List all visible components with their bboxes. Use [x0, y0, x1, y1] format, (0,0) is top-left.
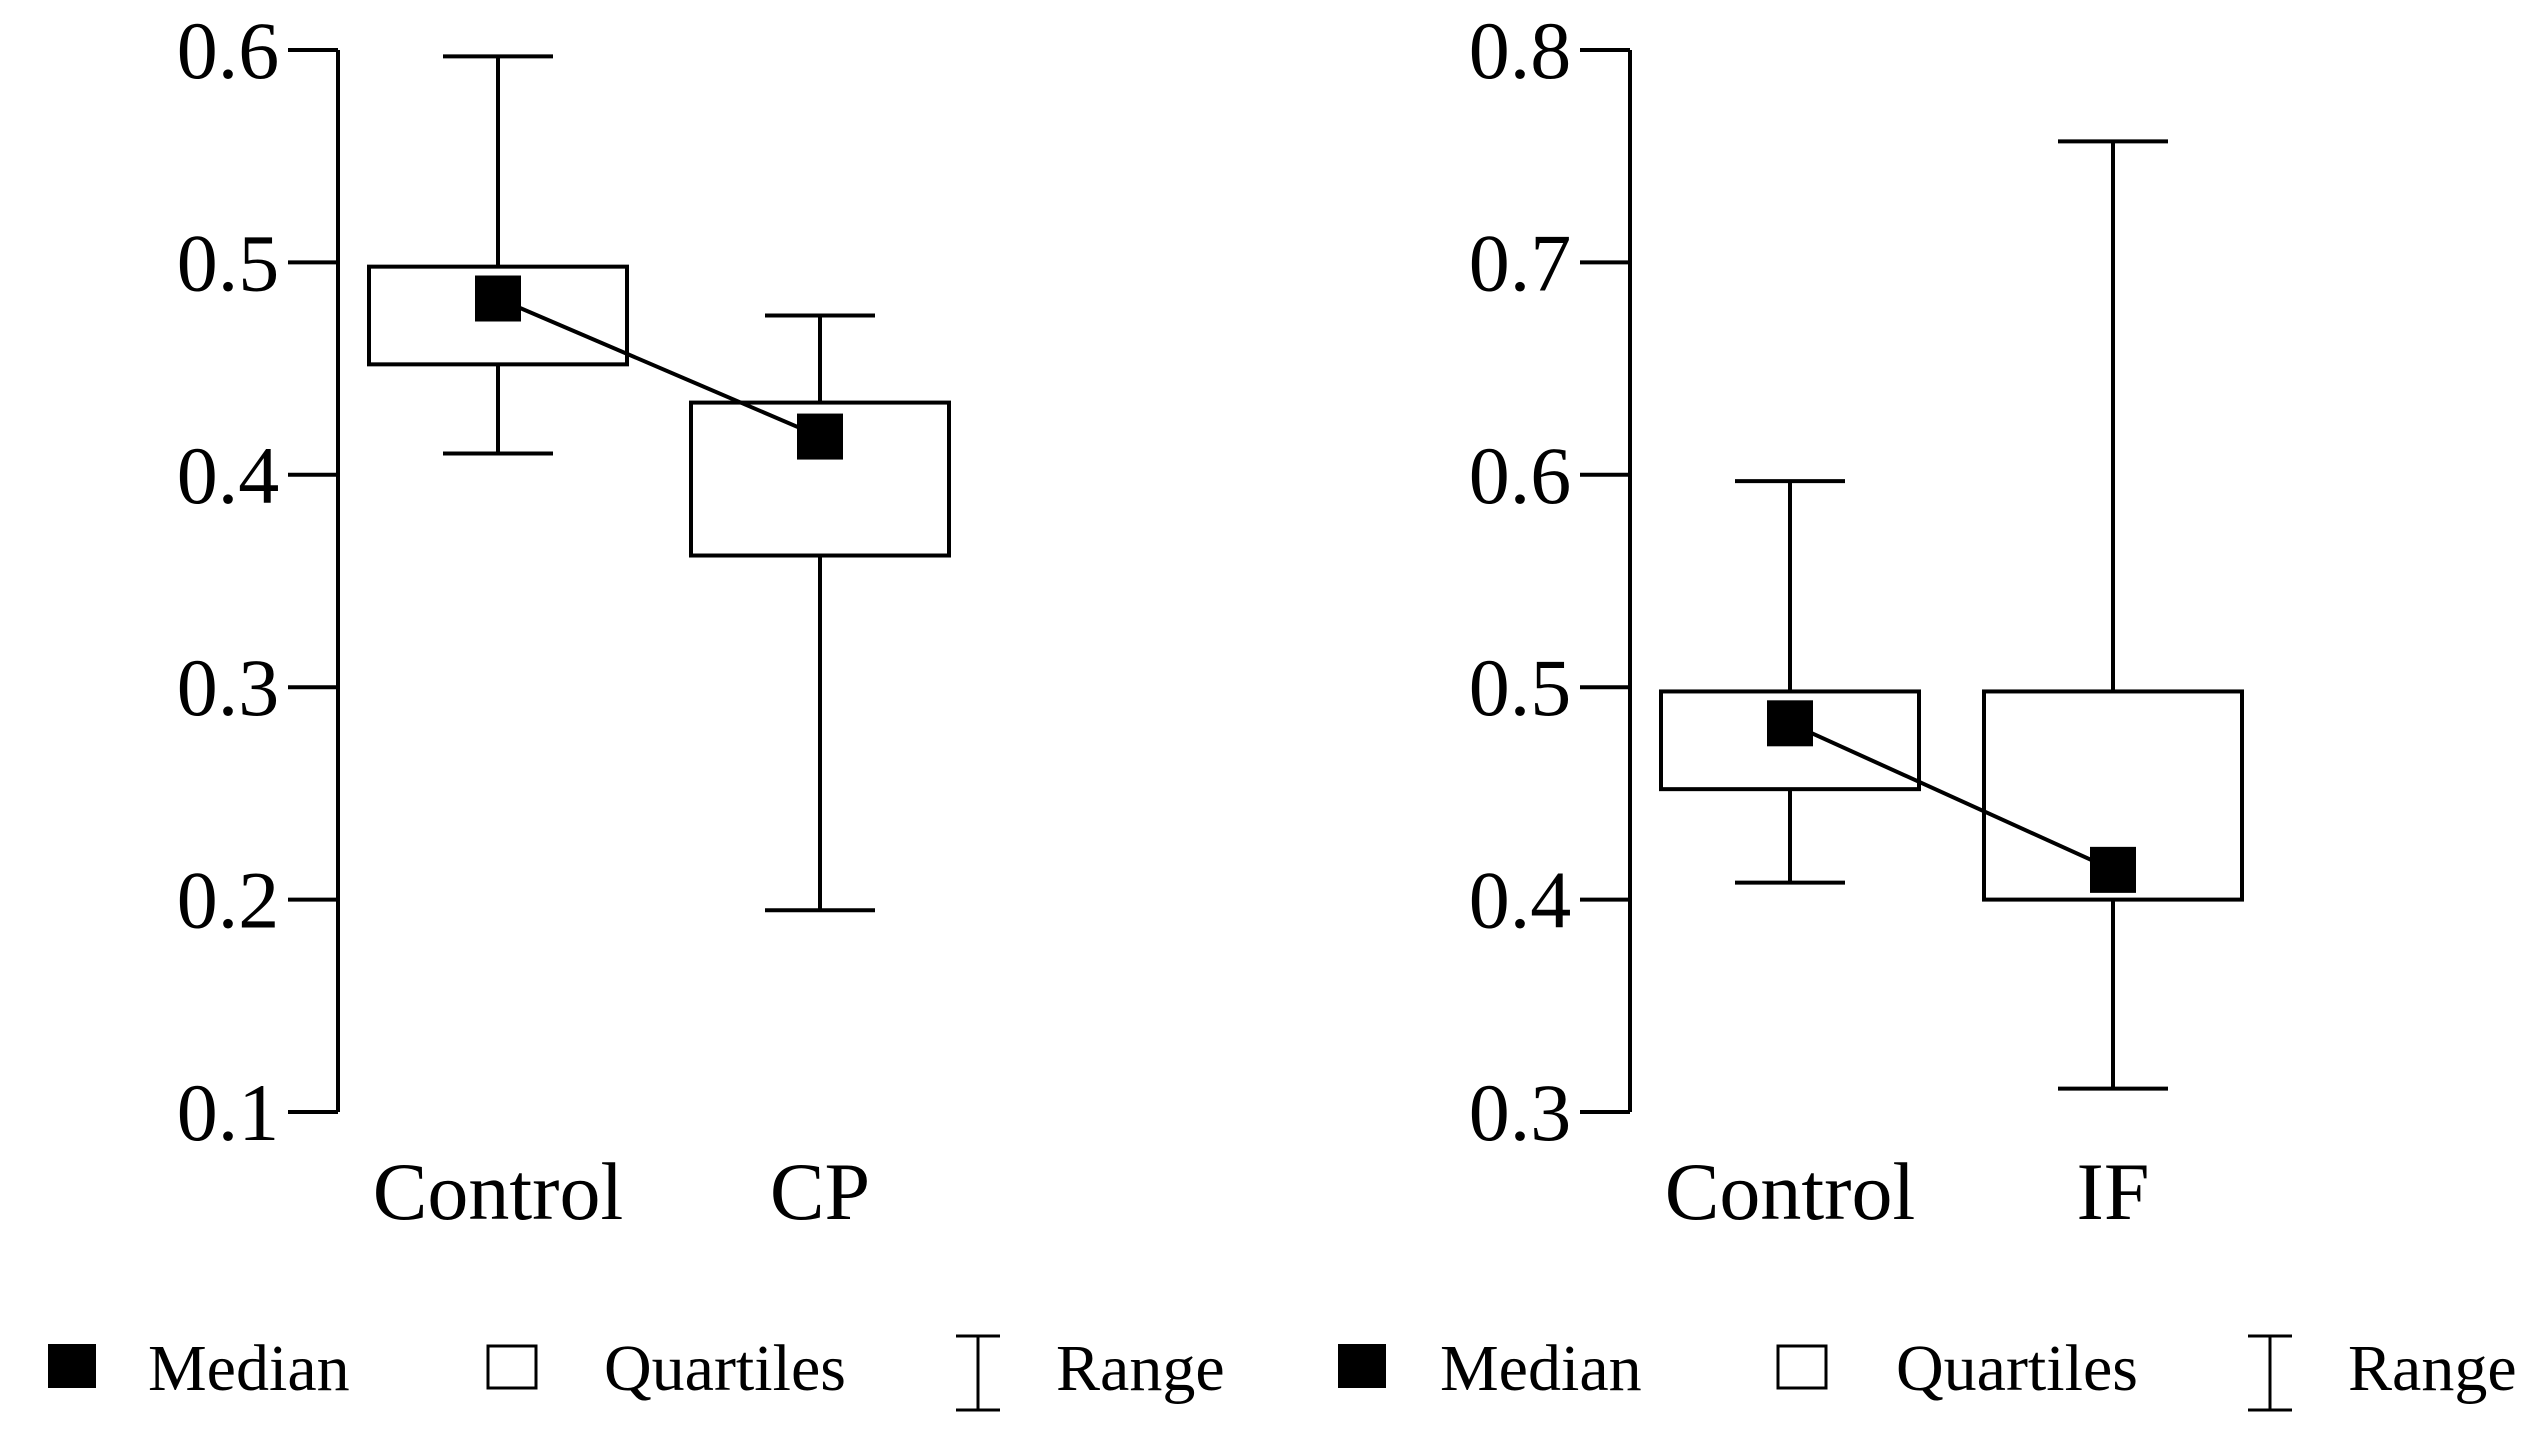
legend-median-symbol [1338, 1344, 1386, 1388]
median-marker [1767, 700, 1813, 747]
median-line [497, 296, 821, 439]
legend-label: Quartiles [604, 1332, 846, 1405]
y-tick-label: 0.2 [177, 855, 280, 946]
category-label: Control [373, 1146, 624, 1237]
legend-quartiles-symbol [1776, 1344, 1828, 1390]
median-marker [797, 413, 843, 460]
legend-label: Quartiles [1896, 1332, 2138, 1405]
category-label: IF [2077, 1146, 2150, 1237]
legend-label: Median [148, 1332, 350, 1405]
median-marker [2090, 846, 2136, 893]
legend: Median Quartiles Range Median Quartiles Range [48, 1332, 2517, 1412]
right-panel: 0.8 0.7 0.6 0.5 0.4 0.3 Control IF [1469, 5, 2244, 1237]
y-tick-label: 0.3 [1469, 1067, 1572, 1158]
legend-median-symbol [48, 1344, 96, 1388]
y-tick-label: 0.6 [177, 5, 280, 96]
y-tick-label: 0.4 [177, 430, 280, 521]
y-tick-label: 0.8 [1469, 5, 1572, 96]
y-tick-label: 0.3 [177, 642, 280, 733]
y-tick-label: 0.5 [177, 217, 280, 308]
median-line [1789, 721, 2114, 872]
left-panel: 0.6 0.5 0.4 0.3 0.2 0.1 Control CP [177, 5, 951, 1237]
legend-label: Median [1440, 1332, 1642, 1405]
legend-quartiles-symbol [486, 1344, 538, 1390]
y-tick-label: 0.7 [1469, 217, 1572, 308]
category-label: CP [770, 1146, 870, 1237]
median-marker [475, 275, 521, 322]
category-label: Control [1665, 1146, 1916, 1237]
y-tick-label: 0.4 [1469, 855, 1572, 946]
y-tick-label: 0.1 [177, 1067, 280, 1158]
y-tick-label: 0.5 [1469, 642, 1572, 733]
legend-label: Range [1056, 1332, 1225, 1405]
y-tick-label: 0.6 [1469, 430, 1572, 521]
legend-label: Range [2348, 1332, 2517, 1405]
